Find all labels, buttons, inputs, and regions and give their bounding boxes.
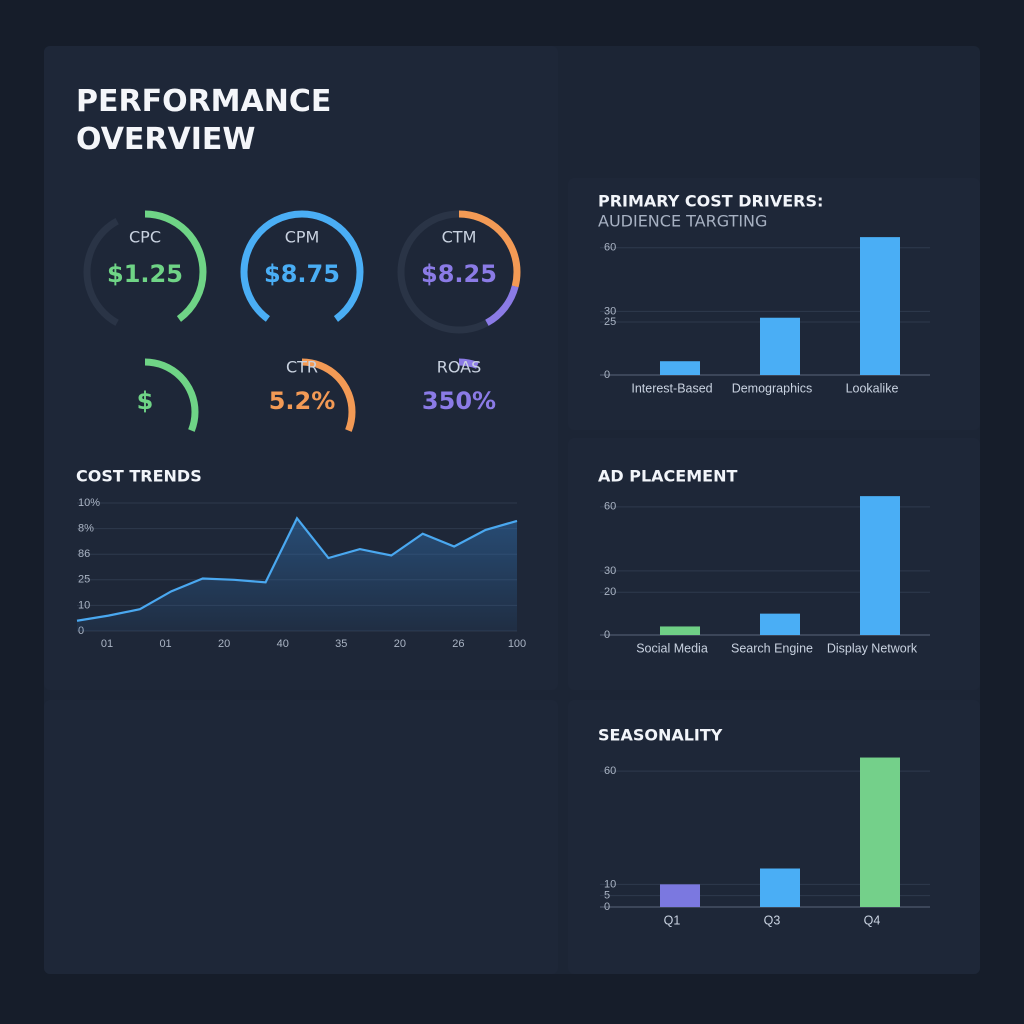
gauge-arc [397, 210, 521, 334]
x-tick-label: Q3 [764, 913, 781, 927]
y-tick-label: 10 [78, 599, 90, 611]
gauge-value: 350% [422, 387, 496, 415]
chart-title: AD PLACEMENT [598, 467, 737, 486]
x-tick-label: 20 [218, 638, 230, 650]
bar [660, 884, 700, 907]
area [77, 518, 517, 631]
bar [760, 317, 800, 375]
y-tick-label: 60 [604, 501, 616, 513]
x-tick-label: Lookalike [846, 381, 899, 395]
x-tick-label: 01 [101, 638, 113, 650]
y-tick-label: 60 [604, 242, 616, 254]
x-tick-label: Search Engine [731, 641, 813, 655]
bar [860, 237, 900, 375]
y-tick-label: 0 [604, 901, 610, 913]
x-tick-label: Social Media [636, 641, 708, 655]
bar [860, 496, 900, 635]
gauge-value: $1.25 [107, 260, 183, 288]
gauge-label: ROAS [437, 358, 482, 377]
gauge-arc [240, 210, 364, 334]
gauge-label: CTM [442, 228, 477, 247]
page-title: PERFORMANCE OVERVIEW [76, 84, 331, 157]
gauge-track [83, 210, 207, 334]
y-tick-label: 10 [604, 878, 616, 890]
bar [660, 626, 700, 635]
chart-title: PRIMARY COST DRIVERS: [598, 192, 823, 211]
bar [760, 868, 800, 907]
chart-title: SEASONALITY [598, 726, 723, 745]
y-tick-label: 10% [78, 497, 100, 509]
x-tick-label: 20 [394, 638, 406, 650]
line [76, 516, 518, 622]
y-tick-label: 25 [604, 316, 616, 328]
gauge-arc [248, 358, 356, 466]
x-tick-label: 26 [452, 638, 464, 650]
gauge-arc [405, 358, 513, 466]
x-tick-label: Demographics [732, 381, 813, 395]
y-tick-label: 60 [604, 765, 616, 777]
x-tick-label: Q1 [664, 913, 681, 927]
y-tick-label: 25 [78, 574, 90, 586]
y-tick-label: 86 [78, 548, 90, 560]
gauge-value: $8.75 [264, 260, 340, 288]
gauge-arc [83, 210, 207, 334]
y-tick-label: 30 [604, 565, 616, 577]
bar [760, 613, 800, 635]
y-tick-label: 0 [604, 629, 610, 641]
bar [660, 361, 700, 375]
x-tick-label: 40 [277, 638, 289, 650]
x-tick-label: 100 [508, 638, 526, 650]
gauge-label: CPC [129, 228, 161, 247]
x-tick-label: Q4 [864, 913, 881, 927]
y-tick-label: 20 [604, 586, 616, 598]
x-tick-label: 35 [335, 638, 347, 650]
y-tick-label: 0 [604, 369, 610, 381]
x-tick-label: Display Network [827, 641, 918, 655]
gauge-arc [397, 210, 521, 334]
x-tick-label: Interest-Based [631, 381, 712, 395]
empty-panel [44, 700, 558, 974]
y-tick-label: 5 [604, 890, 610, 902]
bar [860, 757, 900, 907]
gauge-label: CPM [285, 228, 320, 247]
chart-title: COST TRENDS [76, 467, 202, 486]
gauge-arc [91, 358, 199, 466]
gauge-value: 5.2% [269, 387, 336, 415]
y-tick-label: 30 [604, 305, 616, 317]
y-tick-label: 8% [78, 523, 94, 535]
gauge-label: CTR [286, 358, 318, 377]
chart-subtitle: AUDIENCE TARGTING [598, 212, 767, 231]
gauge-value: $ [137, 387, 154, 415]
gauge-value: $8.25 [421, 260, 497, 288]
x-tick-label: 01 [159, 638, 171, 650]
